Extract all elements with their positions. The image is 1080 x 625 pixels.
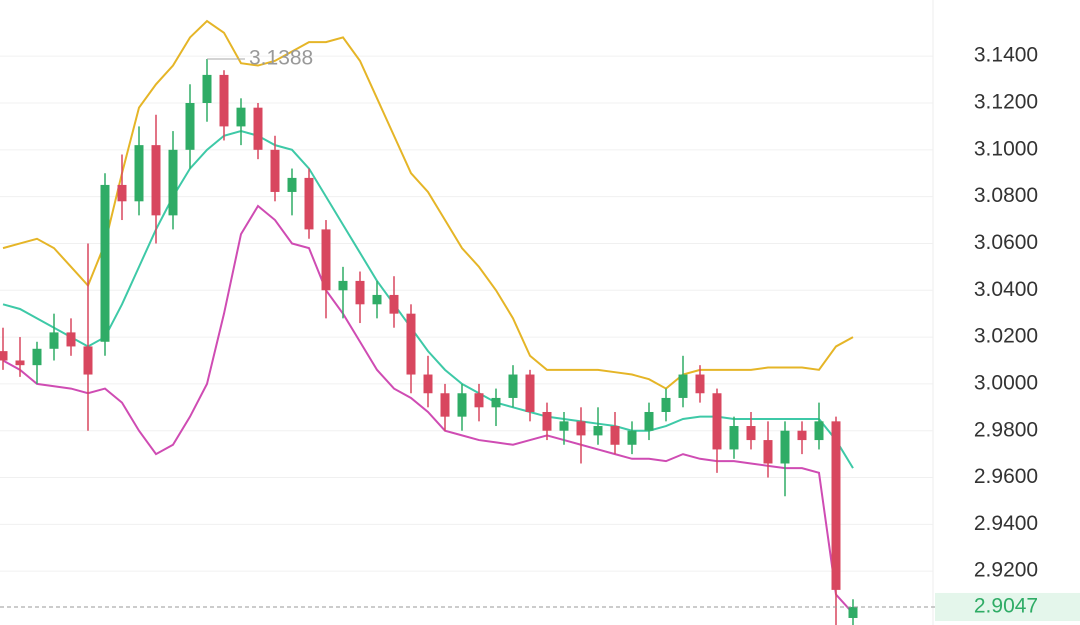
candle-body bbox=[372, 294, 382, 305]
candle-body bbox=[321, 229, 331, 291]
candle-body bbox=[491, 397, 501, 408]
candle-body bbox=[457, 393, 467, 417]
max-label: 3.1388 bbox=[249, 47, 313, 70]
band-line bbox=[2, 130, 854, 469]
last-price-label: 2.9047 bbox=[974, 595, 1038, 618]
candle-body bbox=[627, 430, 637, 445]
candle-body bbox=[151, 145, 161, 216]
y-tick-label: 3.0200 bbox=[974, 325, 1038, 348]
candle-body bbox=[355, 280, 365, 305]
candle-body bbox=[559, 421, 569, 431]
candle-body bbox=[474, 393, 484, 408]
band-line bbox=[2, 19, 854, 390]
candle-body bbox=[270, 149, 280, 192]
y-tick-label: 2.9200 bbox=[974, 559, 1038, 582]
candle-body bbox=[746, 426, 756, 441]
candle-body bbox=[32, 348, 42, 366]
candle-body bbox=[610, 426, 620, 445]
candle-body bbox=[576, 421, 586, 436]
candle-body bbox=[593, 426, 603, 436]
candle-body bbox=[678, 374, 688, 398]
candle-body bbox=[15, 360, 25, 366]
y-tick-label: 3.1400 bbox=[974, 44, 1038, 67]
candle-body bbox=[253, 107, 263, 150]
candle-body bbox=[814, 421, 824, 441]
candle-body bbox=[100, 184, 110, 342]
candle-body bbox=[304, 177, 314, 230]
candle-body bbox=[729, 426, 739, 450]
candle-body bbox=[287, 177, 297, 192]
candle-body bbox=[508, 374, 518, 398]
y-tick-label: 3.0600 bbox=[974, 231, 1038, 254]
candle-body bbox=[848, 606, 858, 618]
candle-body bbox=[423, 374, 433, 394]
y-tick-label: 2.9800 bbox=[974, 418, 1038, 441]
candle-body bbox=[83, 346, 93, 375]
candle-body bbox=[780, 430, 790, 464]
y-tick-label: 2.9600 bbox=[974, 465, 1038, 488]
candle-body bbox=[168, 149, 178, 216]
y-tick-label: 2.9400 bbox=[974, 512, 1038, 535]
candle-body bbox=[185, 102, 195, 150]
candle-body bbox=[525, 374, 535, 412]
candle-body bbox=[49, 332, 59, 349]
candle-body bbox=[134, 145, 144, 202]
candle-body bbox=[202, 74, 212, 103]
y-tick-label: 3.1200 bbox=[974, 91, 1038, 114]
candle-body bbox=[797, 430, 807, 441]
y-tick-label: 3.0000 bbox=[974, 371, 1038, 394]
candle-body bbox=[117, 184, 127, 202]
candle-body bbox=[338, 280, 348, 291]
band-line bbox=[2, 204, 854, 614]
candle-body bbox=[0, 351, 8, 361]
last-price-box bbox=[935, 592, 1080, 621]
candle-body bbox=[440, 393, 450, 417]
candle-body bbox=[219, 74, 229, 127]
candle-body bbox=[661, 397, 671, 412]
candle-body bbox=[695, 374, 705, 394]
y-tick-label: 3.1000 bbox=[974, 137, 1038, 160]
candle-body bbox=[389, 294, 399, 314]
candle-body bbox=[712, 393, 722, 450]
candle-body bbox=[644, 411, 654, 431]
candle-body bbox=[66, 332, 76, 347]
candle-body bbox=[831, 421, 841, 590]
candle-body bbox=[236, 107, 246, 127]
y-tick-label: 3.0400 bbox=[974, 278, 1038, 301]
candle-body bbox=[763, 440, 773, 464]
y-tick-label: 3.0800 bbox=[974, 184, 1038, 207]
candle-body bbox=[542, 411, 552, 431]
candle-body bbox=[406, 313, 416, 375]
